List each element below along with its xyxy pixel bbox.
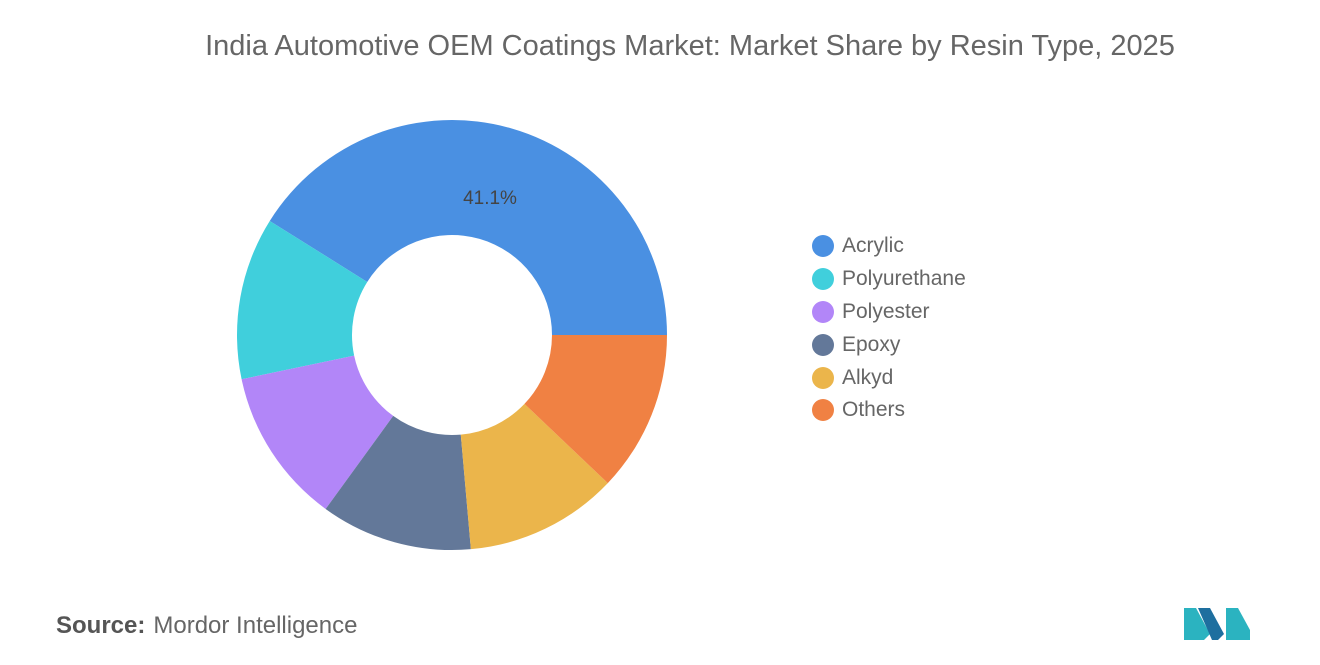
source-label: Source: xyxy=(56,612,146,639)
chart-title: India Automotive OEM Coatings Market: Ma… xyxy=(205,30,1175,62)
legend-item-acrylic: Acrylic xyxy=(812,230,966,263)
slice-polyurethane xyxy=(236,220,368,380)
source-text: Mordor Intelligence xyxy=(153,612,358,639)
legend-swatch xyxy=(812,300,834,323)
legend-label: Acrylic xyxy=(842,234,904,258)
legend-swatch xyxy=(812,268,834,291)
legend-label: Others xyxy=(842,398,906,422)
legend-swatch xyxy=(812,366,834,389)
slice-polyester xyxy=(241,355,394,509)
legend-item-polyester: Polyester xyxy=(812,296,966,329)
legend-swatch xyxy=(812,235,834,258)
legend-label: Polyurethane xyxy=(842,267,966,291)
slice-others xyxy=(524,335,667,484)
slice-acrylic xyxy=(269,119,667,335)
legend-item-alkyd: Alkyd xyxy=(812,361,966,394)
data-label-acrylic: 41.1% xyxy=(463,188,517,209)
legend-label: Alkyd xyxy=(842,365,894,389)
legend-label: Polyester xyxy=(842,299,930,323)
source: Source: Mordor Intelligence xyxy=(56,612,357,640)
legend-item-others: Others xyxy=(812,394,966,427)
legend: Acrylic Polyurethane Polyester Epoxy Alkyd Ot… xyxy=(812,230,966,427)
legend-item-polyurethane: Polyurethane xyxy=(812,263,966,296)
legend-label: Epoxy xyxy=(842,332,901,356)
slice-epoxy xyxy=(325,415,471,550)
slice-alkyd xyxy=(460,403,608,550)
donut-chart: 41.1% xyxy=(236,119,667,550)
mordor-logo xyxy=(1184,608,1250,640)
legend-swatch xyxy=(812,399,834,422)
legend-item-epoxy: Epoxy xyxy=(812,328,966,361)
legend-swatch xyxy=(812,333,834,356)
